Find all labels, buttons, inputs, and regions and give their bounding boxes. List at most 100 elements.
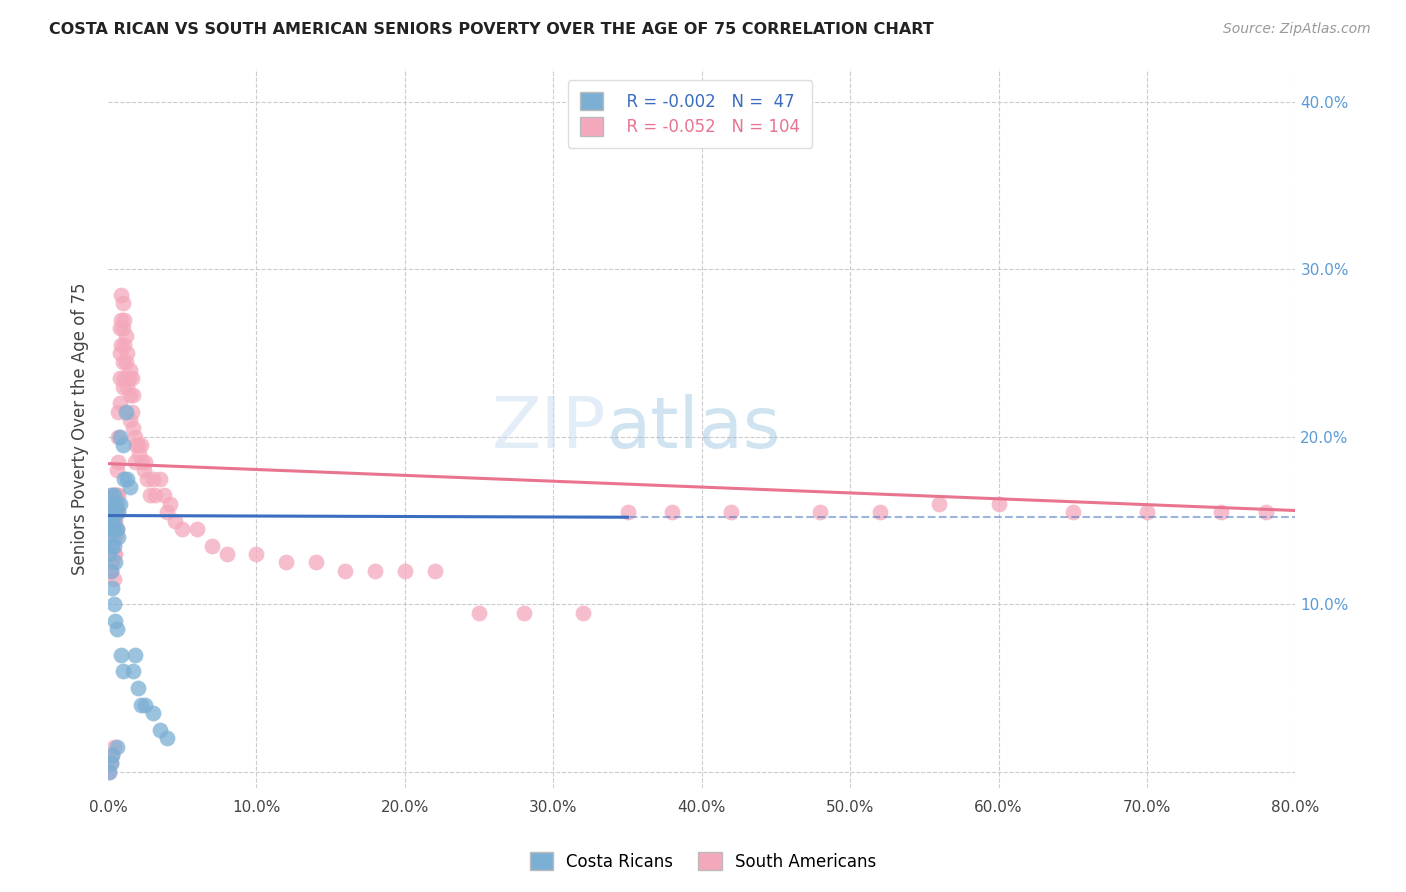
Point [112,371,135,385]
Point [127,438,149,452]
Point [103,522,125,536]
Point [145,488,167,502]
Point [104,522,127,536]
Point [103,514,125,528]
Point [159,497,181,511]
Point [149,723,172,737]
Point [114,405,136,419]
Point [110,338,132,352]
Point [108,371,131,385]
Point [100,756,122,771]
Point [104,505,127,519]
Point [127,681,149,695]
Point [101,514,124,528]
Point [104,530,127,544]
Point [101,530,124,544]
Point [107,405,129,419]
Point [101,522,124,536]
Point [118,371,141,385]
Point [131,455,153,469]
Point [108,497,131,511]
Point [98,505,121,519]
Point [100,522,122,536]
Point [105,623,128,637]
Point [104,514,127,528]
Point [100,522,122,536]
Point [129,438,152,452]
Point [111,321,134,335]
Point [101,505,124,519]
Point [101,556,124,570]
Point [107,488,129,502]
Point [111,354,134,368]
Point [138,488,160,502]
Point [105,522,128,536]
Legend:   R = -0.002   N =  47,   R = -0.052   N = 104: R = -0.002 N = 47, R = -0.052 N = 104 [568,80,811,148]
Legend: Costa Ricans, South Americans: Costa Ricans, South Americans [522,844,884,880]
Point [101,747,124,762]
Point [987,497,1010,511]
Point [149,472,172,486]
Point [101,497,124,511]
Point [107,505,129,519]
Point [107,430,129,444]
Point [104,547,127,561]
Point [572,128,595,143]
Point [616,505,638,519]
Point [117,346,139,360]
Point [111,379,134,393]
Point [720,505,742,519]
Point [163,514,186,528]
Text: COSTA RICAN VS SOUTH AMERICAN SENIORS POVERTY OVER THE AGE OF 75 CORRELATION CHA: COSTA RICAN VS SOUTH AMERICAN SENIORS PO… [49,22,934,37]
Point [104,497,127,511]
Point [112,472,135,486]
Point [108,430,131,444]
Point [98,530,121,544]
Point [122,665,145,679]
Point [103,488,125,502]
Point [120,480,142,494]
Text: atlas: atlas [607,394,782,463]
Point [105,497,128,511]
Point [104,488,127,502]
Point [100,539,122,553]
Point [132,463,155,477]
Point [100,514,122,528]
Point [98,764,121,779]
Point [98,547,121,561]
Point [172,522,194,536]
Point [114,329,136,343]
Point [394,564,416,578]
Point [105,488,128,502]
Point [117,379,139,393]
Point [661,505,683,519]
Point [100,497,122,511]
Point [117,472,139,486]
Point [108,396,131,410]
Point [112,312,135,326]
Point [111,665,134,679]
Point [305,556,328,570]
Point [423,564,446,578]
Point [98,505,121,519]
Point [468,606,491,620]
Point [512,606,534,620]
Point [121,371,143,385]
Point [114,354,136,368]
Point [98,764,121,779]
Point [122,421,145,435]
Point [120,413,142,427]
Point [103,547,125,561]
Point [122,388,145,402]
Point [141,706,163,720]
Point [105,505,128,519]
Point [105,739,128,754]
Point [107,455,129,469]
Text: ZIP: ZIP [492,394,607,463]
Point [104,556,127,570]
Point [156,731,179,746]
Point [101,497,124,511]
Point [121,405,143,419]
Point [105,522,128,536]
Point [110,648,132,662]
